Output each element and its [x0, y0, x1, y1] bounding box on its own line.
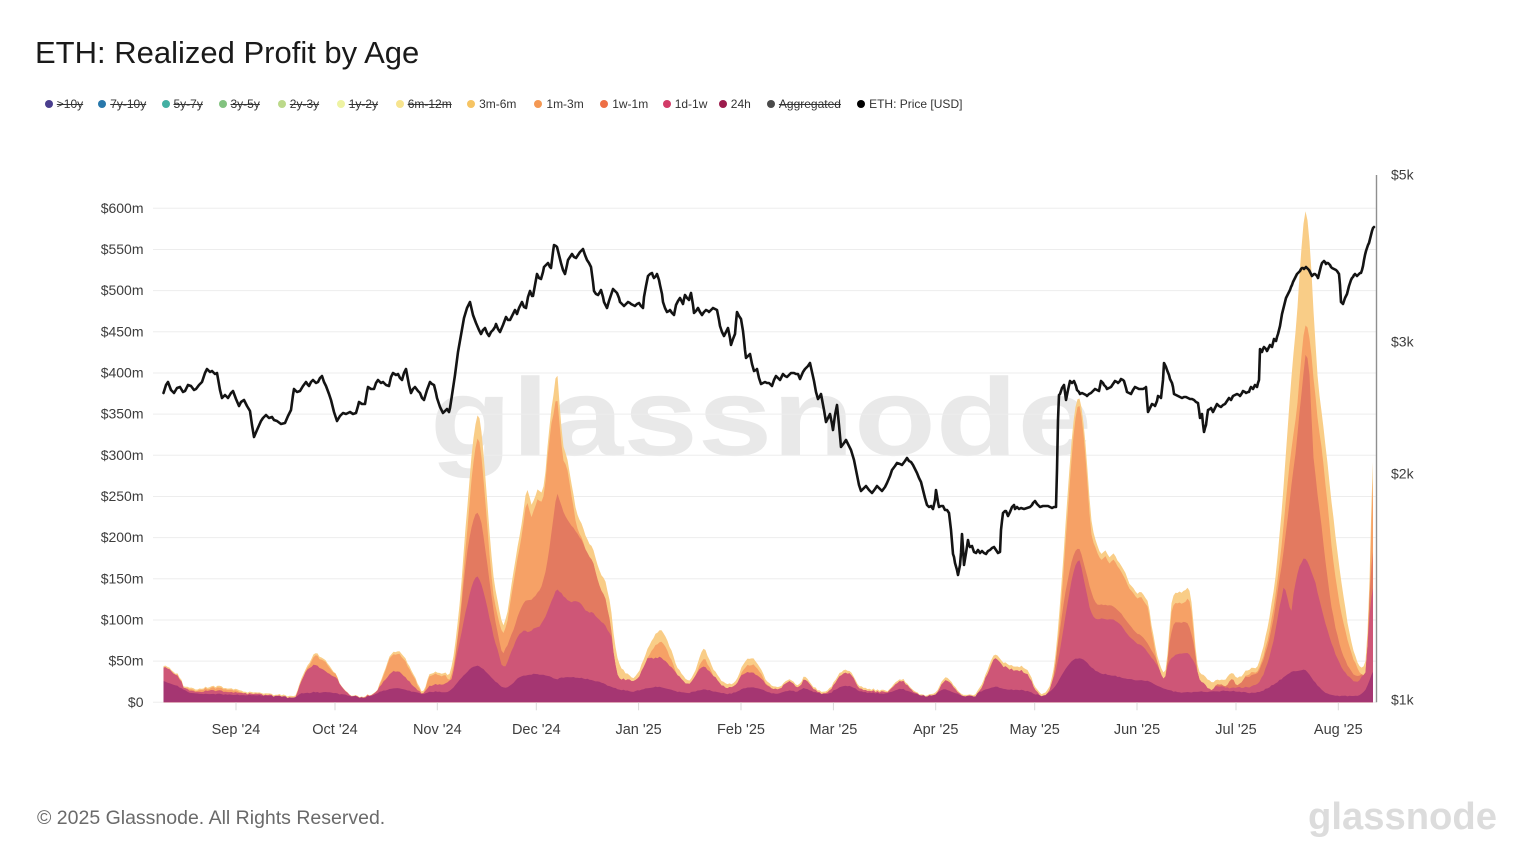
svg-text:$100m: $100m	[101, 612, 144, 628]
svg-text:Aug '25: Aug '25	[1314, 722, 1363, 738]
svg-text:$250m: $250m	[101, 488, 144, 504]
svg-text:$350m: $350m	[101, 406, 144, 422]
svg-text:$500m: $500m	[101, 282, 144, 298]
svg-text:glassnode: glassnode	[430, 356, 1092, 479]
svg-text:Feb '25: Feb '25	[717, 722, 765, 738]
svg-text:$300m: $300m	[101, 447, 144, 463]
svg-text:$3k: $3k	[1391, 334, 1415, 350]
svg-text:May '25: May '25	[1010, 722, 1060, 738]
svg-text:$0: $0	[128, 694, 144, 710]
svg-text:Oct '24: Oct '24	[312, 722, 357, 738]
svg-text:Apr '25: Apr '25	[913, 722, 959, 738]
svg-text:$400m: $400m	[101, 365, 144, 381]
svg-text:$450m: $450m	[101, 323, 144, 339]
svg-text:$150m: $150m	[101, 570, 144, 586]
svg-text:$550m: $550m	[101, 241, 144, 257]
svg-text:$1k: $1k	[1391, 692, 1415, 708]
svg-text:Mar '25: Mar '25	[809, 722, 857, 738]
svg-text:$50m: $50m	[108, 653, 143, 669]
svg-text:$5k: $5k	[1391, 167, 1415, 183]
svg-text:Dec '24: Dec '24	[512, 722, 561, 738]
svg-text:$2k: $2k	[1391, 466, 1415, 482]
svg-text:Nov '24: Nov '24	[413, 722, 462, 738]
svg-text:$600m: $600m	[101, 200, 144, 216]
svg-text:Sep '24: Sep '24	[212, 722, 261, 738]
svg-text:Jan '25: Jan '25	[615, 722, 661, 738]
svg-text:glassnode: glassnode	[1308, 796, 1497, 838]
svg-text:Jun '25: Jun '25	[1114, 722, 1160, 738]
svg-text:$200m: $200m	[101, 529, 144, 545]
svg-text:Jul '25: Jul '25	[1215, 722, 1256, 738]
